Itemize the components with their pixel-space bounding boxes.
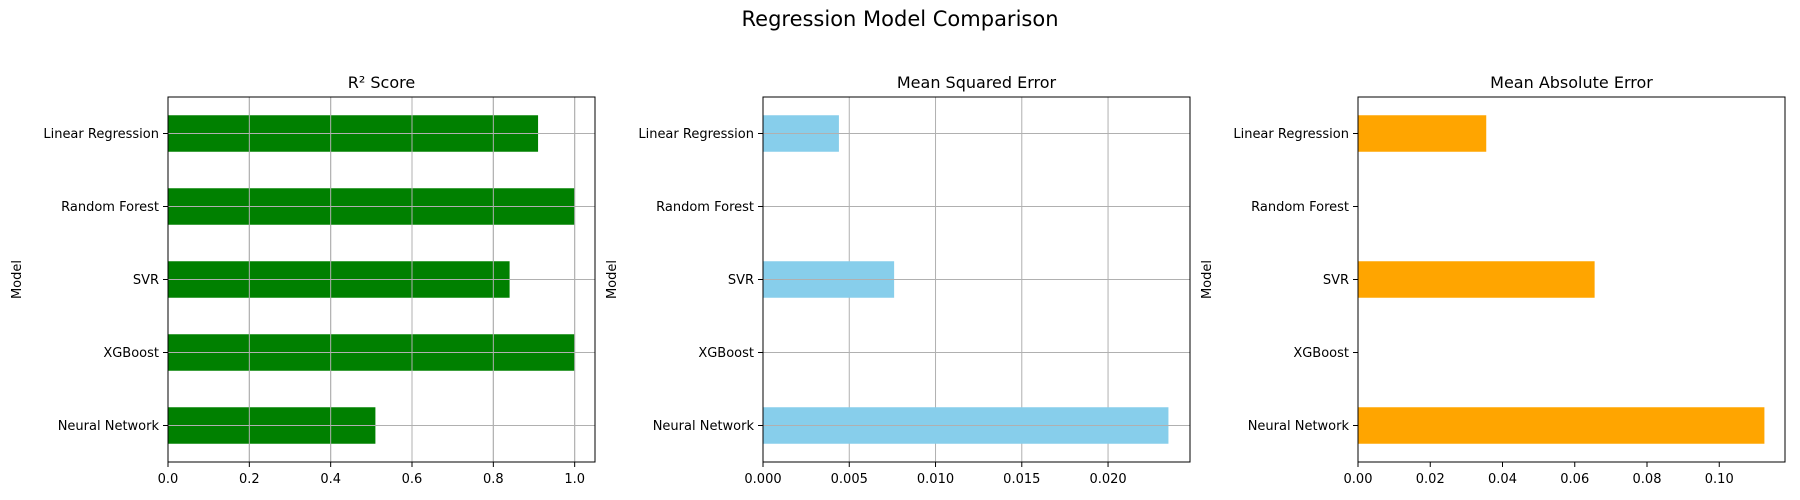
chart-panel-3: 0.00 0.02 0.04 0.06 0.08 0.10 Linear Regressio… bbox=[1200, 73, 1786, 487]
x-tick-label: 0.2 bbox=[239, 472, 260, 487]
x-tick-label: 0.005 bbox=[831, 472, 868, 487]
x-tick-label: 0.06 bbox=[1560, 472, 1589, 487]
x-tick-label: 1.0 bbox=[564, 472, 585, 487]
x-tick-label: 0.08 bbox=[1633, 472, 1662, 487]
y-tick-label: SVR bbox=[1323, 273, 1349, 288]
y-tick-label: Neural Network bbox=[1248, 419, 1350, 434]
y-tick-label: Random Forest bbox=[61, 200, 159, 215]
x-tick-label: 0.6 bbox=[402, 472, 423, 487]
x-tick-label: 0.010 bbox=[917, 472, 954, 487]
y-tick-label: Linear Regression bbox=[1233, 127, 1349, 142]
x-tick-label: 0.8 bbox=[483, 472, 504, 487]
y-tick-label: Linear Regression bbox=[43, 127, 159, 142]
panel-title: Mean Squared Error bbox=[897, 73, 1057, 92]
y-tick-label: SVR bbox=[728, 273, 754, 288]
y-tick-label: XGBoost bbox=[1293, 346, 1349, 361]
bar bbox=[1358, 115, 1487, 152]
y-tick-label: Neural Network bbox=[653, 419, 755, 434]
x-tick-label: 0.10 bbox=[1705, 472, 1734, 487]
y-axis-label: Model bbox=[605, 260, 620, 299]
x-tick-label: 0.015 bbox=[1003, 472, 1040, 487]
x-tick-label: 0.04 bbox=[1488, 472, 1517, 487]
x-tick-label: 0.02 bbox=[1416, 472, 1445, 487]
y-tick-label: Random Forest bbox=[656, 200, 754, 215]
bar bbox=[1358, 261, 1595, 298]
x-tick-label: 0.0 bbox=[158, 472, 179, 487]
y-tick-label: Linear Regression bbox=[638, 127, 754, 142]
x-tick-label: 0.4 bbox=[320, 472, 341, 487]
chart-panel-2: 0.000 0.005 0.010 0.015 0.020 Linear Regressi… bbox=[605, 73, 1191, 487]
y-tick-label: Random Forest bbox=[1251, 200, 1349, 215]
panel-title: R² Score bbox=[348, 73, 415, 92]
x-tick-label: 0.020 bbox=[1089, 472, 1126, 487]
figure-title: Regression Model Comparison bbox=[742, 7, 1059, 31]
y-tick-label: Neural Network bbox=[58, 419, 160, 434]
y-tick-label: XGBoost bbox=[103, 346, 159, 361]
x-tick-label: 0.00 bbox=[1344, 472, 1373, 487]
y-axis-label: Model bbox=[10, 260, 25, 299]
bar bbox=[1358, 407, 1765, 444]
y-axis-label: Model bbox=[1200, 260, 1215, 299]
chart-panel-1: 0.0 0.2 0.4 0.6 0.8 1.0 Linear Regression Rando… bbox=[10, 73, 596, 487]
y-tick-label: SVR bbox=[133, 273, 159, 288]
panel-title: Mean Absolute Error bbox=[1490, 73, 1653, 92]
x-tick-label: 0.000 bbox=[744, 472, 781, 487]
y-tick-label: XGBoost bbox=[698, 346, 754, 361]
chart-panels: 0.0 0.2 0.4 0.6 0.8 1.0 Linear Regression Rando… bbox=[10, 73, 1786, 487]
